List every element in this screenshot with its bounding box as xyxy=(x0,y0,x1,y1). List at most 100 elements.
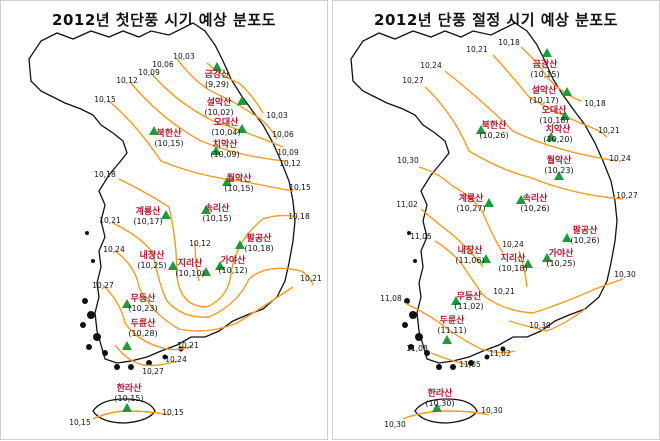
land-layer xyxy=(350,22,618,424)
isoline-label: 10,24 xyxy=(165,355,187,364)
mountain-triangle-icon xyxy=(562,233,572,242)
map-panel-first-foliage: 2012년 첫단풍 시기 예상 분포도 xyxy=(0,0,328,440)
mountain-triangle-icon xyxy=(122,403,132,412)
isoline-label: 10,30 xyxy=(481,406,503,415)
isoline-label: 10,12 xyxy=(116,76,138,85)
mountain-name: 북한산 xyxy=(157,127,183,139)
isolines xyxy=(92,58,314,420)
mountain-date: (10,20) xyxy=(543,135,572,144)
mountain-date: (10,27) xyxy=(456,204,485,213)
mountain-date: (10,09) xyxy=(210,150,239,159)
mountain-name: 속리산 xyxy=(205,202,231,214)
mountain-date: (11,11) xyxy=(437,326,466,335)
isoline-label: 10,21 xyxy=(493,287,515,296)
isoline-label: 10,24 xyxy=(103,245,125,254)
isoline-label: 10,30 xyxy=(384,420,406,429)
mountain-name: 금강산 xyxy=(205,68,231,80)
mountain-name: 설악산 xyxy=(532,84,558,96)
isoline-label: 10,06 xyxy=(152,60,174,69)
mountain-name: 월악산 xyxy=(547,154,573,166)
mountain-triangle-icon xyxy=(560,111,570,120)
isoline-label: 10,27 xyxy=(616,191,638,200)
mountain-date: (10,15) xyxy=(202,214,231,223)
mountain-date: (9,29) xyxy=(205,80,229,89)
map-canvas: 금강산(10,15)설악산(10,17)오대산(10,18)치악산(10,20)… xyxy=(350,22,638,429)
mountain-name: 두륜산 xyxy=(440,314,466,326)
mountain-name: 속리산 xyxy=(523,192,549,204)
mountain-triangle-icon xyxy=(237,124,247,133)
mountain-date: (10,12) xyxy=(218,266,247,275)
isoline-label: 10,21 xyxy=(177,341,199,350)
mountain-name: 가야산 xyxy=(221,254,247,266)
mountain-name: 치악산 xyxy=(213,138,239,150)
mountain-date: (10,17) xyxy=(529,96,558,105)
mountain-name: 계룡산 xyxy=(136,205,162,217)
map-canvas: 금강산(9,29) 설악산(10,02)오대산(10,04)치악산(10,09) 북… xyxy=(28,22,322,427)
isoline-label: 10,27 xyxy=(142,367,164,376)
mountain-triangle-icon xyxy=(451,296,461,305)
mountain-name: 설악산 xyxy=(207,96,233,108)
mountain-date: (10,02) xyxy=(204,108,233,117)
mountain-name: 팔공산 xyxy=(247,232,273,244)
isoline-label: 11,02 xyxy=(396,200,418,209)
mountain-name: 가야산 xyxy=(549,247,575,259)
isoline-label: 11,08 xyxy=(380,294,402,303)
isoline-label: 10,15 xyxy=(289,183,311,192)
mountain-date: (10,18) xyxy=(498,264,527,273)
mountain-triangle-icon xyxy=(201,267,211,276)
mountain-date: (10,10) xyxy=(175,269,204,278)
mountain-triangle-icon xyxy=(516,195,526,204)
mountain-triangle-icon xyxy=(432,403,442,412)
mountain-name: 금강산 xyxy=(533,58,559,70)
map-title: 2012년 첫단풍 시기 예상 분포도 xyxy=(52,11,276,29)
mountain-date: (10,30) xyxy=(425,399,454,408)
mountain-triangle-icon xyxy=(484,198,494,207)
mountain-date: (10,15) xyxy=(114,394,143,403)
mountain-name: 북한산 xyxy=(482,119,508,131)
mountain-date: (10,15) xyxy=(530,70,559,79)
isoline-label: 10,15 xyxy=(69,418,91,427)
mountain-name: 오대산 xyxy=(214,116,240,128)
isoline-label: 10,18 xyxy=(288,212,310,221)
isoline-label: 10,30 xyxy=(614,270,636,279)
land-layer xyxy=(28,22,296,424)
mountain-date: (10,18) xyxy=(244,244,273,253)
mountain-name: 무등산 xyxy=(131,292,157,304)
isoline-label: 10,06 xyxy=(272,130,294,139)
isoline-label: 10,15 xyxy=(162,408,184,417)
isoline-label: 10,12 xyxy=(189,239,211,248)
mountain-date: (10,15) xyxy=(154,139,183,148)
mountain-name: 지리산 xyxy=(501,252,527,264)
isoline-label: 10,21 xyxy=(99,216,121,225)
mountain-name: 팔공산 xyxy=(573,224,599,236)
map-marks: 금강산(9,29) 설악산(10,02)오대산(10,04)치악산(10,09) 북… xyxy=(69,52,322,427)
mountain-date: (10,18) xyxy=(539,116,568,125)
korean-peninsula xyxy=(350,22,618,364)
mountain-triangle-icon xyxy=(149,126,159,135)
isoline-label: 10,03 xyxy=(266,111,288,120)
mountain-triangle-icon xyxy=(542,253,552,262)
mountain-date: (11,02) xyxy=(454,302,483,311)
mountain-triangle-icon xyxy=(161,210,171,219)
mountain-triangle-icon xyxy=(481,254,491,263)
isoline-label: 10,18 xyxy=(584,99,606,108)
mountain-date: (11,06) xyxy=(455,256,484,265)
isoline-label: 10,15 xyxy=(94,95,116,104)
isoline-label: 10,09 xyxy=(138,68,160,77)
isoline-label: 10,03 xyxy=(173,52,195,61)
mountain-date: (10,23) xyxy=(544,166,573,175)
mountain-triangle-icon xyxy=(168,261,178,270)
isoline-label: 10,21 xyxy=(300,274,322,283)
isoline-label: 10,27 xyxy=(92,281,114,290)
korean-peninsula xyxy=(28,22,296,364)
mountain-triangle-icon xyxy=(476,125,486,134)
mountain-triangle-icon xyxy=(122,299,132,308)
map-panel-peak-foliage: 2012년 단풍 절정 시기 예상 분포도 xyxy=(332,0,660,440)
isoline-label: 10,24 xyxy=(502,240,524,249)
isoline-label: 10,12 xyxy=(279,159,301,168)
mountain-triangle-icon xyxy=(235,240,245,249)
mountain-triangle-icon xyxy=(215,261,225,270)
isoline-label: 10,18 xyxy=(94,170,116,179)
isoline-label: 10,24 xyxy=(420,61,442,70)
mountain-name: 내장산 xyxy=(140,249,166,261)
